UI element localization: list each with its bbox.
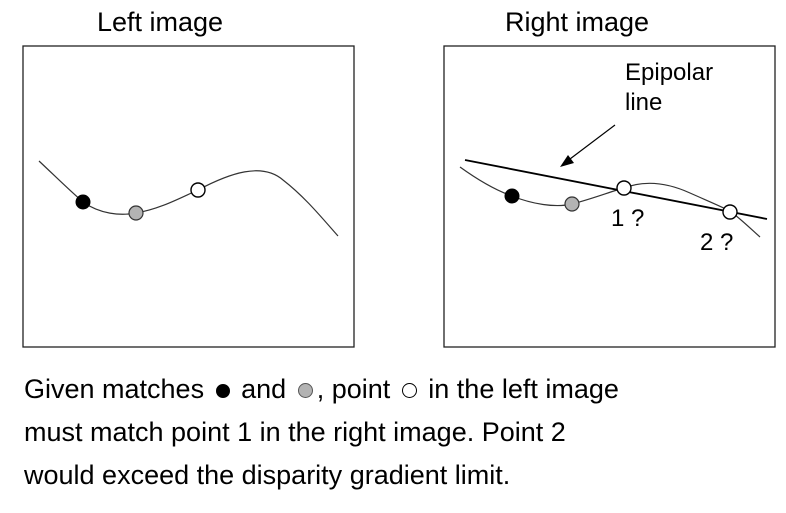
gray-circle-icon (297, 383, 313, 399)
left-image-frame (22, 45, 355, 348)
right-black-point (504, 188, 520, 204)
caption-part-4: in the left image (428, 374, 619, 404)
candidate-point-1 (616, 180, 632, 196)
open-circle-icon (401, 383, 417, 399)
epipolar-arrow (565, 124, 616, 163)
filled-circle-icon (215, 383, 230, 398)
right-image-title: Right image (505, 7, 650, 37)
caption: Given matches and , point in the left im… (24, 368, 774, 497)
caption-line-3: would exceed the disparity gradient limi… (24, 460, 511, 490)
caption-part-3: , point (316, 374, 391, 404)
candidate-2-label: 2 ? (700, 229, 733, 256)
right-gray-point (564, 196, 580, 212)
caption-part-1: Given matches (24, 374, 205, 404)
left-black-point (75, 194, 91, 210)
epipolar-label-line1: Epipolar (625, 59, 713, 86)
right-curve (459, 166, 761, 238)
caption-part-2: and (241, 374, 287, 404)
left-white-point (190, 182, 206, 198)
right-image-frame (443, 45, 776, 348)
candidate-1-label: 1 ? (611, 205, 644, 232)
left-gray-point (128, 205, 144, 221)
caption-line-2: must match point 1 in the right image. P… (24, 417, 566, 447)
left-image-title: Left image (97, 7, 224, 37)
epipolar-label-line2: line (625, 89, 662, 116)
epipolar-arrowhead (560, 155, 574, 167)
caption-line-1: Given matches and , point in the left im… (24, 368, 774, 411)
epipolar-line (464, 159, 768, 220)
candidate-point-2 (722, 204, 738, 220)
